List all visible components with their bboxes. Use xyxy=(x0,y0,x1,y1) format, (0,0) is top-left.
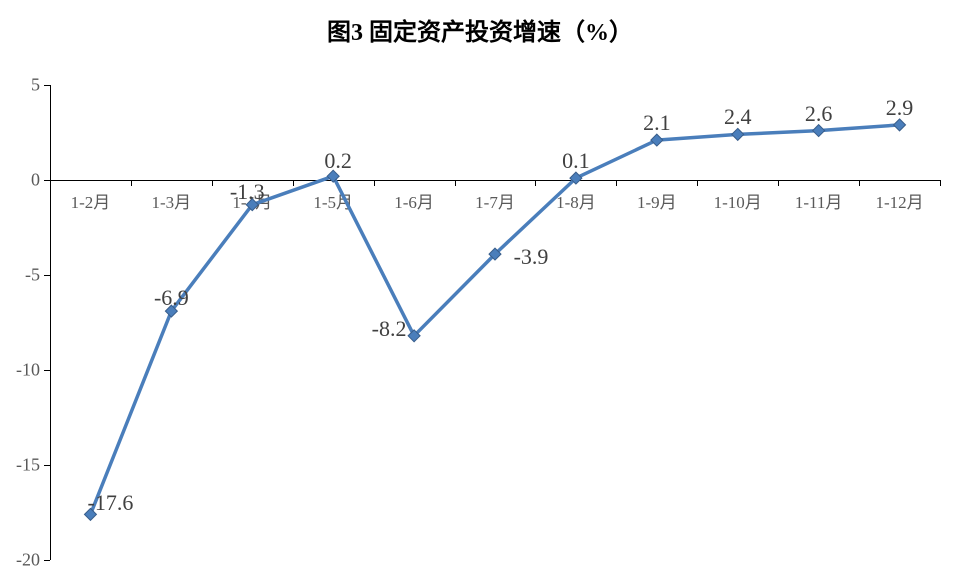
y-tick-label: -15 xyxy=(0,455,40,476)
x-tick xyxy=(940,180,941,186)
data-label: 0.2 xyxy=(324,148,352,174)
data-label: -17.6 xyxy=(88,490,134,516)
chart-container: 图3 固定资产投资增速（%） 50-5-10-15-201-2月1-3月1-4月… xyxy=(0,0,960,576)
data-label: 2.4 xyxy=(724,104,752,130)
y-tick xyxy=(44,560,50,561)
data-label: -6.9 xyxy=(154,285,189,311)
data-label: 2.6 xyxy=(805,101,833,127)
data-label: 2.1 xyxy=(643,110,671,136)
y-tick-label: -20 xyxy=(0,550,40,571)
y-tick-label: 0 xyxy=(0,170,40,191)
data-label: -1.3 xyxy=(230,179,265,205)
y-tick-label: -5 xyxy=(0,265,40,286)
plot-area: 50-5-10-15-201-2月1-3月1-4月1-5月1-6月1-7月1-8… xyxy=(50,85,940,560)
data-label: 2.9 xyxy=(886,95,914,121)
y-tick-label: -10 xyxy=(0,360,40,381)
chart-title: 图3 固定资产投资增速（%） xyxy=(0,12,960,47)
y-tick-label: 5 xyxy=(0,75,40,96)
data-label: -3.9 xyxy=(514,244,549,270)
data-label: -8.2 xyxy=(372,316,407,342)
data-label: 0.1 xyxy=(562,148,590,174)
line-series xyxy=(50,85,940,560)
